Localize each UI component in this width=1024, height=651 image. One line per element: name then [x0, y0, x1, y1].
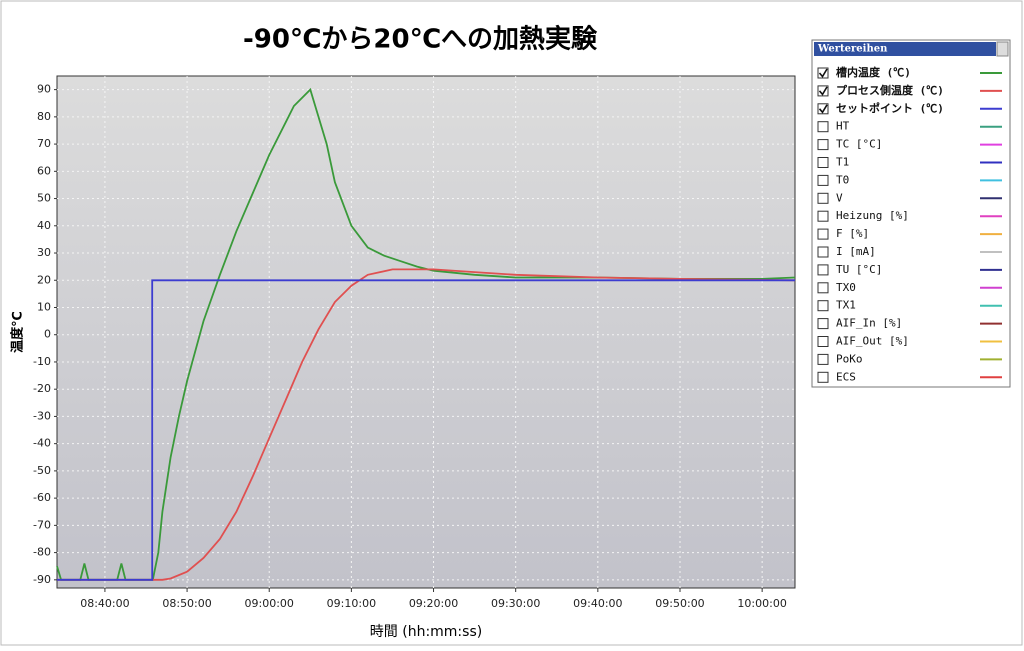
legend-checkbox[interactable]	[817, 139, 829, 151]
x-tick-label: 09:10:00	[327, 597, 376, 610]
y-tick-label: -10	[33, 355, 51, 368]
legend-checkbox[interactable]	[817, 85, 829, 97]
y-tick-label: -30	[33, 409, 51, 422]
legend-checkbox[interactable]	[817, 192, 829, 204]
y-tick-label: -60	[33, 491, 51, 504]
series-line	[56, 87, 796, 581]
legend-checkbox[interactable]	[817, 157, 829, 168]
legend-checkbox[interactable]	[817, 103, 829, 115]
plot-area	[56, 75, 796, 589]
y-tick-label: 30	[37, 246, 51, 259]
y-tick-label: 20	[37, 273, 51, 286]
legend-check	[818, 86, 828, 96]
legend-label: Heizung [%]	[836, 209, 909, 222]
y-tick-label: 10	[37, 300, 51, 313]
x-tick-label: 09:30:00	[491, 597, 540, 610]
y-tick-label: -70	[33, 518, 51, 531]
legend-label: F [%]	[836, 227, 869, 240]
x-tick-label: 10:00:00	[737, 597, 786, 610]
legend-panel	[811, 39, 1011, 388]
legend-check	[818, 104, 828, 114]
x-tick-label: 08:50:00	[162, 597, 211, 610]
y-tick-label: -40	[33, 437, 51, 450]
legend-checkbox[interactable]	[817, 300, 829, 312]
legend-label: HT	[836, 120, 850, 133]
legend-header	[814, 42, 996, 56]
x-tick-label: 09:40:00	[573, 597, 622, 610]
y-tick-label: 80	[37, 110, 51, 123]
legend-checkbox[interactable]	[817, 174, 829, 186]
legend-label: T0	[836, 173, 849, 186]
legend-label: セットポイント (℃)	[836, 101, 944, 115]
legend-checkbox[interactable]	[817, 371, 829, 383]
y-tick-label: 40	[37, 219, 51, 232]
y-tick-label: 0	[44, 328, 51, 341]
legend-checkbox[interactable]	[817, 264, 829, 276]
y-tick-label: -50	[33, 464, 51, 477]
legend-checkbox[interactable]	[817, 353, 829, 365]
y-tick-label: 60	[37, 164, 51, 177]
legend-label: TU [°C]	[836, 263, 882, 276]
legend-label: ECS	[836, 370, 856, 383]
legend-checkbox[interactable]	[817, 336, 829, 347]
legend-label: TX1	[836, 299, 856, 312]
legend-checkbox[interactable]	[817, 246, 829, 258]
legend-label: TX0	[836, 281, 856, 294]
legend-label: T1	[836, 156, 849, 169]
x-tick-label: 09:20:00	[409, 597, 458, 610]
legend-label: AIF_Out [%]	[836, 335, 909, 348]
legend-label: I [mA]	[836, 245, 876, 258]
legend-scroll[interactable]	[996, 41, 1009, 57]
series-line	[57, 279, 795, 581]
legend-title: Wertereihen	[817, 44, 888, 55]
x-tick-label: 09:00:00	[245, 597, 294, 610]
legend-label: プロセス側温度 (℃)	[836, 83, 944, 97]
legend-checkbox[interactable]	[817, 121, 829, 133]
chart-title: -90℃から20℃への加熱実験	[243, 24, 598, 55]
legend-checkbox[interactable]	[817, 318, 829, 330]
legend-checkbox[interactable]	[817, 228, 829, 240]
y-tick-label: 90	[37, 83, 51, 96]
legend-checkbox[interactable]	[817, 67, 829, 79]
x-tick-label: 09:50:00	[655, 597, 704, 610]
x-axis-label: 時間 (hh:mm:ss)	[370, 624, 482, 640]
legend-label: TC [°C]	[836, 138, 882, 151]
legend-label: AIF_In [%]	[836, 317, 902, 330]
legend-checkbox[interactable]	[817, 210, 829, 222]
legend-label: PoKo	[836, 352, 863, 365]
y-tick-label: 70	[37, 137, 51, 150]
y-tick-label: -20	[33, 382, 51, 395]
legend-label: V	[836, 191, 843, 204]
legend-label: 槽内温度 (℃)	[836, 65, 911, 79]
legend-checkbox[interactable]	[817, 282, 829, 294]
legend-check	[818, 68, 828, 78]
series-line	[57, 268, 796, 581]
y-tick-label: -80	[33, 546, 51, 559]
y-tick-label: -90	[33, 573, 51, 586]
x-tick-label: 08:40:00	[80, 597, 129, 610]
y-tick-label: 50	[37, 192, 51, 205]
y-axis-label: 温度℃	[10, 311, 26, 353]
